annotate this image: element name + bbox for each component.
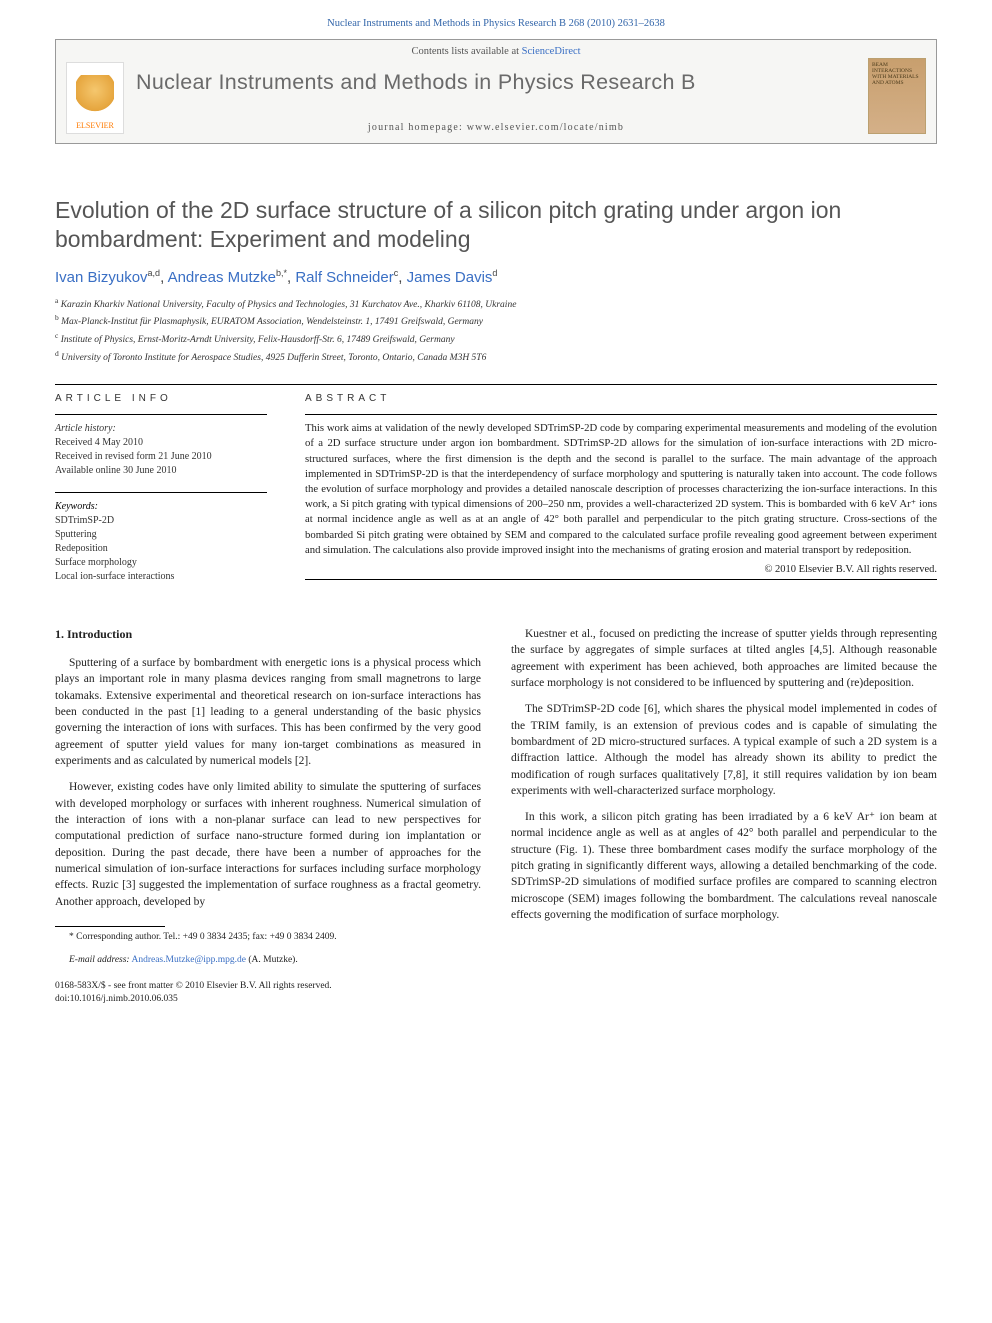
abstract-bottom-divider (305, 579, 937, 580)
author-list: Ivan Bizyukova,d, Andreas Mutzkeb,*, Ral… (55, 268, 937, 286)
body-paragraph: Kuestner et al., focused on predicting t… (511, 626, 937, 691)
info-divider (55, 414, 267, 415)
keyword-item: SDTrimSP-2D (55, 514, 267, 528)
section-heading: 1. Introduction (55, 626, 481, 643)
author-link[interactable]: Andreas Mutzke (168, 269, 276, 286)
abstract-text: This work aims at validation of the newl… (305, 421, 937, 558)
affiliation-item: d University of Toronto Institute for Ae… (55, 349, 937, 366)
body-paragraph: However, existing codes have only limite… (55, 779, 481, 910)
author-link[interactable]: James Davis (407, 269, 493, 286)
keywords-label: Keywords: (55, 501, 267, 512)
email-footnote: E-mail address: Andreas.Mutzke@ipp.mpg.d… (55, 954, 481, 967)
history-item: Received 4 May 2010 (55, 436, 267, 450)
abstract-copyright: © 2010 Elsevier B.V. All rights reserved… (305, 564, 937, 575)
affiliation-item: c Institute of Physics, Ernst-Moritz-Arn… (55, 331, 937, 348)
body-paragraph: In this work, a silicon pitch grating ha… (511, 809, 937, 923)
doi-line: doi:10.1016/j.nimb.2010.06.035 (55, 993, 481, 1006)
sciencedirect-link[interactable]: ScienceDirect (522, 46, 581, 57)
section-divider (55, 384, 937, 385)
author-link[interactable]: Ralf Schneider (295, 269, 393, 286)
article-body: Evolution of the 2D surface structure of… (0, 162, 992, 1036)
journal-banner: Contents lists available at ScienceDirec… (55, 39, 937, 144)
keyword-item: Redeposition (55, 542, 267, 556)
contents-line: Contents lists available at ScienceDirec… (56, 40, 936, 61)
abstract-label: ABSTRACT (305, 393, 937, 404)
abstract-column: ABSTRACT This work aims at validation of… (305, 393, 937, 586)
journal-homepage: journal homepage: www.elsevier.com/locat… (56, 122, 936, 133)
article-meta-row: ARTICLE INFO Article history: Received 4… (55, 393, 937, 586)
elsevier-tree-icon (76, 75, 114, 119)
journal-name: Nuclear Instruments and Methods in Physi… (136, 70, 696, 95)
homepage-url[interactable]: www.elsevier.com/locate/nimb (467, 122, 624, 133)
left-column: 1. Introduction Sputtering of a surface … (55, 626, 481, 1006)
article-info-column: ARTICLE INFO Article history: Received 4… (55, 393, 267, 586)
history-label: Article history: (55, 423, 267, 434)
author-email-link[interactable]: Andreas.Mutzke@ipp.mpg.de (131, 955, 246, 965)
affiliation-item: a Karazin Kharkiv National University, F… (55, 296, 937, 313)
journal-cover-thumbnail: BEAM INTERACTIONS WITH MATERIALS AND ATO… (868, 58, 926, 134)
body-paragraph: The SDTrimSP-2D code [6], which shares t… (511, 701, 937, 799)
body-columns: 1. Introduction Sputtering of a surface … (55, 626, 937, 1006)
affiliation-item: b Max-Planck-Institut für Plasmaphysik, … (55, 313, 937, 330)
footnote-divider (55, 926, 165, 927)
right-column: Kuestner et al., focused on predicting t… (511, 626, 937, 1006)
citation-text: Nuclear Instruments and Methods in Physi… (327, 18, 665, 29)
issn-line: 0168-583X/$ - see front matter © 2010 El… (55, 980, 481, 993)
keyword-item: Local ion-surface interactions (55, 570, 267, 584)
abstract-divider (305, 414, 937, 415)
corresponding-author-footnote: * Corresponding author. Tel.: +49 0 3834… (55, 931, 481, 944)
info-divider (55, 492, 267, 493)
affiliation-list: a Karazin Kharkiv National University, F… (55, 296, 937, 367)
history-item: Available online 30 June 2010 (55, 464, 267, 478)
body-paragraph: Sputtering of a surface by bombardment w… (55, 655, 481, 769)
article-title: Evolution of the 2D surface structure of… (55, 196, 937, 254)
running-header: Nuclear Instruments and Methods in Physi… (0, 0, 992, 39)
history-item: Received in revised form 21 June 2010 (55, 450, 267, 464)
keyword-item: Surface morphology (55, 556, 267, 570)
author-link[interactable]: Ivan Bizyukov (55, 269, 148, 286)
keyword-item: Sputtering (55, 528, 267, 542)
article-info-label: ARTICLE INFO (55, 393, 267, 404)
